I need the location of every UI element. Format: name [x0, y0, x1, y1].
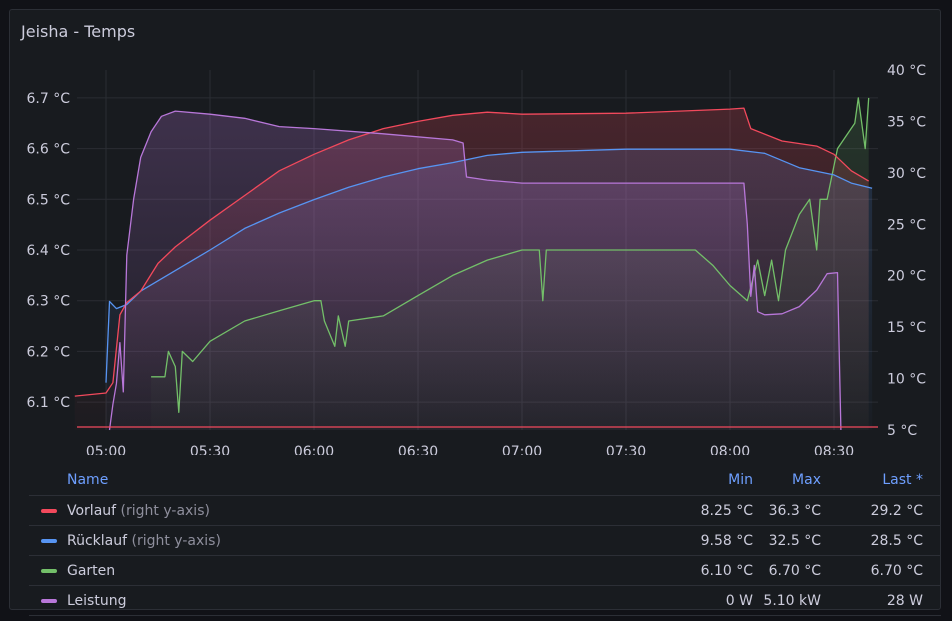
- legend-max-value: 32.5 °C: [768, 533, 821, 549]
- left-axis-tick-label: 6.7 °C: [27, 91, 71, 107]
- legend-col-min[interactable]: Min: [728, 472, 753, 488]
- x-axis-tick-label: 07:30: [606, 444, 646, 455]
- legend-min-value: 0 W: [725, 593, 753, 609]
- x-axis-tick-label: 08:00: [710, 444, 750, 455]
- legend-last-value: 29.2 °C: [870, 503, 923, 519]
- series-line-leistung: [108, 110, 842, 431]
- series-lines: [74, 97, 878, 431]
- timeseries-plot[interactable]: 6.1 °C 6.2 °C 6.3 °C 6.4 °C 6.5 °C 6.6 °C 6.7 …: [10, 10, 940, 455]
- legend-series-name: Leistung: [67, 593, 127, 609]
- left-y-axis: 6.1 °C 6.2 °C 6.3 °C 6.4 °C 6.5 °C 6.6 °C 6.7 …: [27, 91, 71, 411]
- legend-max-value: 5.10 kW: [763, 593, 821, 609]
- series-line-vorlauf: [74, 107, 870, 397]
- legend-max-value: 6.70 °C: [768, 563, 821, 579]
- right-axis-tick-label: 5 °C: [887, 423, 917, 439]
- x-axis-tick-label: 08:30: [814, 444, 854, 455]
- legend-row-leistung[interactable]: Leistung 0 W 5.10 kW 28 W: [29, 586, 941, 616]
- series-color-swatch: [41, 569, 57, 573]
- legend-series-name: Rücklauf (right y-axis): [67, 533, 221, 549]
- left-axis-tick-label: 6.1 °C: [27, 395, 71, 411]
- legend-min-value: 9.58 °C: [700, 533, 753, 549]
- legend-last-value: 28.5 °C: [870, 533, 923, 549]
- x-axis: 05:00 05:30 06:00 06:30 07:00 07:30 08:00 08:30: [86, 444, 854, 455]
- right-axis-tick-label: 30 °C: [887, 166, 926, 182]
- legend-min-value: 6.10 °C: [700, 563, 753, 579]
- legend-last-value: 6.70 °C: [870, 563, 923, 579]
- panel-title[interactable]: Jeisha - Temps: [21, 22, 136, 41]
- series-color-swatch: [41, 539, 57, 543]
- series-color-swatch: [41, 599, 57, 603]
- chart-panel: Jeisha - Temps 6.1 °C 6.2 °C 6.3 °C 6.4 °C: [9, 9, 941, 616]
- x-axis-tick-label: 06:30: [398, 444, 438, 455]
- legend-table: Name Min Max Last * Vorlauf (right y-axi…: [29, 465, 941, 616]
- series-area-leistung: [109, 111, 841, 430]
- left-axis-tick-label: 6.2 °C: [27, 344, 71, 360]
- right-axis-tick-label: 40 °C: [887, 63, 926, 79]
- left-axis-tick-label: 6.5 °C: [27, 192, 71, 208]
- series-color-swatch: [41, 509, 57, 513]
- right-axis-tick-label: 35 °C: [887, 114, 926, 130]
- x-axis-tick-label: 05:00: [86, 444, 126, 455]
- legend-series-name: Garten: [67, 563, 116, 579]
- left-axis-tick-label: 6.3 °C: [27, 294, 71, 310]
- left-axis-tick-label: 6.6 °C: [27, 142, 71, 158]
- legend-col-name[interactable]: Name: [67, 472, 109, 488]
- x-axis-tick-label: 05:30: [190, 444, 230, 455]
- x-axis-tick-label: 06:00: [294, 444, 334, 455]
- right-axis-tick-label: 15 °C: [887, 320, 926, 336]
- legend-row-garten[interactable]: Garten 6.10 °C 6.70 °C 6.70 °C: [29, 556, 941, 586]
- series-line-garten: [151, 97, 870, 413]
- legend-row-ruecklauf[interactable]: Rücklauf (right y-axis) 9.58 °C 32.5 °C …: [29, 526, 941, 556]
- right-axis-tick-label: 20 °C: [887, 269, 926, 285]
- legend-series-name: Vorlauf (right y-axis): [67, 503, 210, 519]
- legend-header: Name Min Max Last *: [29, 465, 941, 496]
- series-areas: [74, 97, 873, 431]
- legend-col-last[interactable]: Last *: [882, 472, 923, 488]
- right-axis-tick-label: 25 °C: [887, 217, 926, 233]
- legend-row-vorlauf[interactable]: Vorlauf (right y-axis) 8.25 °C 36.3 °C 2…: [29, 496, 941, 526]
- x-axis-tick-label: 07:00: [502, 444, 542, 455]
- left-axis-tick-label: 6.4 °C: [27, 243, 71, 259]
- legend-max-value: 36.3 °C: [768, 503, 821, 519]
- legend-last-value: 28 W: [886, 593, 923, 609]
- legend-min-value: 8.25 °C: [700, 503, 753, 519]
- right-y-axis: 5 °C 10 °C 15 °C 20 °C 25 °C 30 °C 35 °C 40 °C: [887, 63, 926, 439]
- legend-col-max[interactable]: Max: [792, 472, 821, 488]
- right-axis-tick-label: 10 °C: [887, 372, 926, 388]
